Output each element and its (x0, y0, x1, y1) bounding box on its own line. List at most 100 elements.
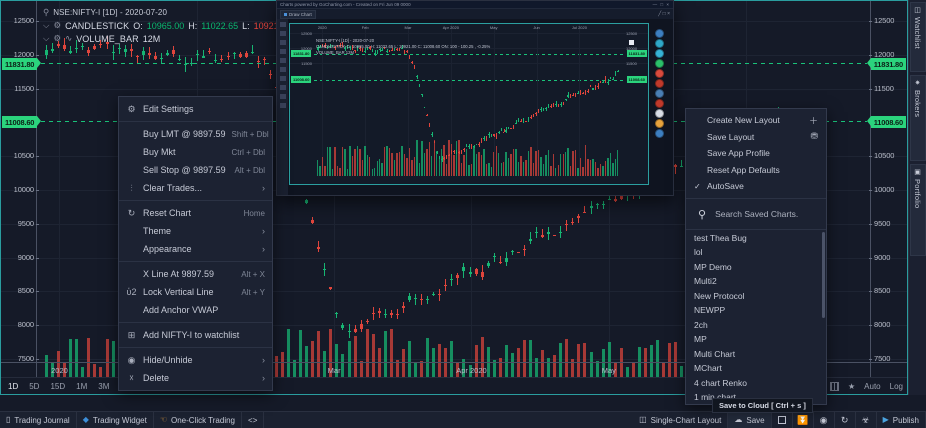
saved-chart-item[interactable]: MChart (686, 361, 826, 376)
search-input[interactable]: Search Saved Charts. (715, 209, 799, 219)
floating-drawing-toolbar[interactable] (277, 19, 288, 195)
interval-1D[interactable]: 1D (8, 381, 19, 391)
context-menu-item-buy-mkt[interactable]: Buy Mkt Ctrl + Dbl (119, 143, 272, 161)
price-axis-right[interactable]: 12500 12000 11500 10500 10000 9500 9000 8500 800… (866, 1, 907, 379)
indicator-button[interactable] (654, 89, 664, 98)
settings-icon[interactable]: ⚙ (53, 33, 62, 44)
saved-charts-list[interactable]: test Thea Bug lol MP Demo Multi2 New Protoco… (686, 230, 826, 405)
save-button[interactable]: ☁ Save (728, 411, 772, 428)
saved-charts-search-section[interactable]: ⚲ Search Saved Charts. (686, 199, 826, 230)
sidebar-item-watchlist[interactable]: ◫ Watchlist (909, 2, 926, 72)
window-controls[interactable]: — □ × (652, 2, 670, 7)
scrollbar-thumb[interactable] (822, 231, 825, 318)
layout-menu-item-save-layout[interactable]: Save Layout ⛃ (686, 129, 826, 146)
interval-15D[interactable]: 15D (50, 381, 66, 391)
layout-actions-section[interactable]: Create New Layout ＋ Save Layout ⛃ Save App P… (686, 109, 826, 199)
floppy-disk-icon[interactable]: ⛃ (810, 131, 818, 142)
tool-icon[interactable] (279, 22, 286, 27)
trading-journal-button[interactable]: ▯ Trading Journal (0, 411, 77, 428)
floating-price-axis-left[interactable]: 12500 12000 11500 11831.80 11008.60 (291, 24, 313, 176)
saved-chart-item[interactable]: 2ch (686, 318, 826, 333)
saved-chart-item[interactable]: New Protocol (686, 289, 826, 304)
layout-dropdown-menu[interactable]: Create New Layout ＋ Save Layout ⛃ Save App P… (685, 108, 827, 405)
saved-chart-item[interactable]: MP Demo (686, 260, 826, 275)
publish-button[interactable]: ▶ Publish (877, 411, 926, 428)
floating-chart-window[interactable]: Charts powered by GoCharting.com - Creat… (276, 0, 674, 196)
floating-chart-canvas[interactable]: NSE:NIFTY-I [1D] - 2020-07-20 CANDLESTIC… (289, 23, 649, 185)
tool-icon[interactable] (279, 85, 286, 90)
saved-chart-item[interactable]: Multi Chart (686, 347, 826, 362)
context-menu-item-lock-vertical-line[interactable]: ὑ2 Lock Vertical Line Alt + Y (119, 283, 272, 301)
indicator-button[interactable] (654, 129, 664, 138)
expand-toolbar-button[interactable]: <> (242, 411, 265, 428)
tool-icon[interactable] (279, 31, 286, 36)
price-axis-left[interactable]: 12500 12000 11500 10500 10000 9500 9000 8500 800… (1, 1, 42, 379)
saved-chart-item[interactable]: lol (686, 245, 826, 260)
context-menu-item-clear-trades[interactable]: ⫶ Clear Trades... › (119, 179, 272, 197)
interval-5D[interactable]: 5D (29, 381, 40, 391)
trading-widget-button[interactable]: ◆ Trading Widget (77, 411, 154, 428)
context-menu-item-reset-chart[interactable]: ↻ Reset Chart Home (119, 204, 272, 222)
layout-menu-item-create-new-layout[interactable]: Create New Layout ＋ (686, 112, 826, 129)
saved-chart-item[interactable]: 1 min chart (686, 390, 826, 404)
context-menu-item-add-nifty-i-to-watchlist[interactable]: ⊞ Add NIFTY-I to watchlist (119, 326, 272, 344)
indicator-button[interactable] (654, 59, 664, 68)
tool-icon[interactable] (279, 103, 286, 108)
indicator-button[interactable] (654, 69, 664, 78)
refresh-button[interactable]: ↻ (835, 411, 856, 428)
chart-context-menu[interactable]: ⚙ Edit Settings Buy LMT @ 9897.59 Shift + D… (118, 96, 273, 391)
eye-hidden-icon[interactable]: ⌵ (43, 33, 50, 44)
delete-button[interactable]: ☣ (856, 411, 877, 428)
tool-icon[interactable] (279, 67, 286, 72)
context-menu-item-buy-lmt-9897-59[interactable]: Buy LMT @ 9897.59 Shift + Dbl (119, 125, 272, 143)
globe-button[interactable]: ◉ (814, 411, 835, 428)
floating-window-tabbar[interactable]: Draw Chart ╱ □ × (277, 9, 673, 19)
saved-chart-item[interactable]: Multi2 (686, 274, 826, 289)
favorite-star-icon[interactable]: ★ (848, 381, 856, 391)
saved-chart-item[interactable]: 4 chart Renko (686, 376, 826, 391)
sidebar-item-portfolio[interactable]: ▣ Portfolio (909, 164, 926, 256)
floating-window-titlebar[interactable]: Charts powered by GoCharting.com - Creat… (277, 1, 673, 9)
context-menu-item-sell-stop-9897-59[interactable]: Sell Stop @ 9897.59 Alt + Dbl (119, 161, 272, 179)
bottom-app-bar[interactable]: ▯ Trading Journal ◆ Trading Widget ☜ One… (0, 411, 926, 428)
indicator-button[interactable] (654, 99, 664, 108)
layout-menu-item-save-app-profile[interactable]: Save App Profile (686, 145, 826, 162)
indicator-button[interactable] (654, 49, 664, 58)
search-chart-icon[interactable]: ⚲ (43, 7, 50, 18)
floating-price-axis-right[interactable]: 12500 12000 11500 11831.80 11008.60 (625, 24, 647, 176)
floating-indicator-buttons[interactable] (650, 19, 668, 195)
tab-draw-chart[interactable]: Draw Chart (280, 9, 316, 19)
context-menu-item-hide-unhide[interactable]: ◉ Hide/Unhide › (119, 351, 272, 369)
layout-menu-item-reset-app-defaults[interactable]: Reset App Defaults (686, 162, 826, 179)
tool-icon[interactable] (279, 94, 286, 99)
sidebar-item-brokers[interactable]: ✷ Brokers (909, 75, 926, 161)
context-menu-item-delete[interactable]: ☓ Delete › (119, 369, 272, 387)
tool-icon[interactable] (279, 49, 286, 54)
saved-chart-item[interactable]: MP (686, 332, 826, 347)
context-menu-item-appearance[interactable]: Appearance › (119, 240, 272, 258)
indicator-button[interactable] (654, 39, 664, 48)
interval-1M[interactable]: 1M (76, 381, 88, 391)
context-menu-item-edit-settings[interactable]: ⚙ Edit Settings (119, 100, 272, 118)
context-menu-item-add-anchor-vwap[interactable]: Add Anchor VWAP (119, 301, 272, 319)
indicator-button[interactable] (654, 79, 664, 88)
auto-scale-button[interactable]: Auto (864, 381, 881, 391)
log-scale-button[interactable]: Log (889, 381, 903, 391)
search-saved-charts-row[interactable]: ⚲ Search Saved Charts. (686, 202, 826, 226)
tool-icon[interactable] (279, 58, 286, 63)
indicator-button[interactable] (654, 119, 664, 128)
single-chart-layout-button[interactable]: ◫ Single-Chart Layout (633, 411, 729, 428)
plus-icon[interactable]: ＋ (808, 115, 818, 126)
settings-icon[interactable]: ⚙ (53, 20, 62, 31)
floating-window-buttons[interactable]: ╱ □ × (658, 11, 670, 17)
tool-icon[interactable] (279, 76, 286, 81)
grid-icon[interactable] (830, 381, 839, 391)
indicator-button[interactable] (654, 109, 664, 118)
context-menu-item-theme[interactable]: Theme › (119, 222, 272, 240)
tool-icon[interactable] (279, 40, 286, 45)
eye-hidden-icon[interactable]: ⌵ (43, 20, 50, 31)
context-menu-item-x-line-at-9897-59[interactable]: X Line At 9897.59 Alt + X (119, 265, 272, 283)
one-click-trading-button[interactable]: ☜ One-Click Trading (154, 411, 243, 428)
saved-chart-item[interactable]: NEWPP (686, 303, 826, 318)
layout-menu-item-autosave[interactable]: ✓ AutoSave (686, 178, 826, 195)
